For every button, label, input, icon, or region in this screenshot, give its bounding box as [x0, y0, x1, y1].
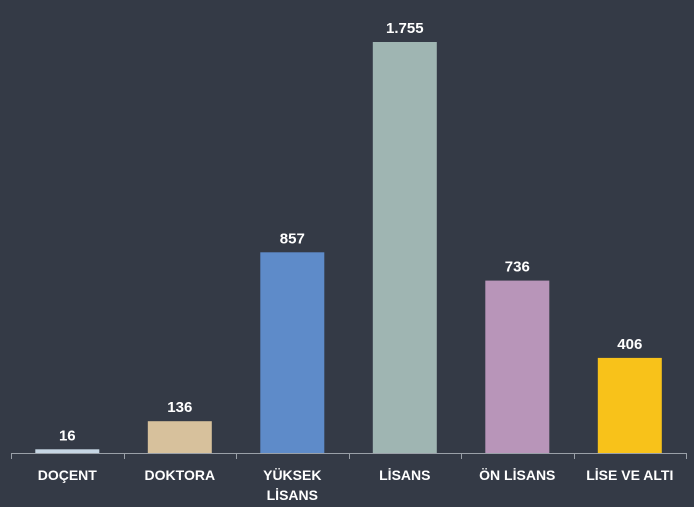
- value-labels: 16 136 857 1.755 736 406: [59, 20, 642, 444]
- category-label: LİSE VE ALTI: [586, 467, 673, 483]
- data-label: 857: [280, 230, 305, 247]
- category-label: ÖN LİSANS: [479, 467, 555, 483]
- category-label: DOKTORA: [145, 467, 216, 483]
- category-label: YÜKSEK LİSANS: [263, 467, 321, 503]
- x-axis-ticks: [11, 453, 687, 459]
- category-labels: DOÇENT DOKTORA YÜKSEK LİSANS LİSANS ÖN LİSANS…: [38, 467, 674, 503]
- data-label: 16: [59, 427, 76, 444]
- data-label: 736: [505, 259, 530, 276]
- data-label: 406: [617, 336, 642, 353]
- bars: [35, 42, 662, 453]
- category-label: DOÇENT: [38, 467, 98, 483]
- bar: [147, 421, 212, 453]
- data-label: 136: [167, 399, 192, 416]
- bar: [485, 280, 550, 453]
- bar: [260, 252, 325, 453]
- category-label: LİSANS: [379, 467, 430, 483]
- bar: [372, 42, 437, 453]
- bar: [35, 449, 100, 453]
- bar: [597, 357, 662, 453]
- data-label: 1.755: [386, 20, 424, 37]
